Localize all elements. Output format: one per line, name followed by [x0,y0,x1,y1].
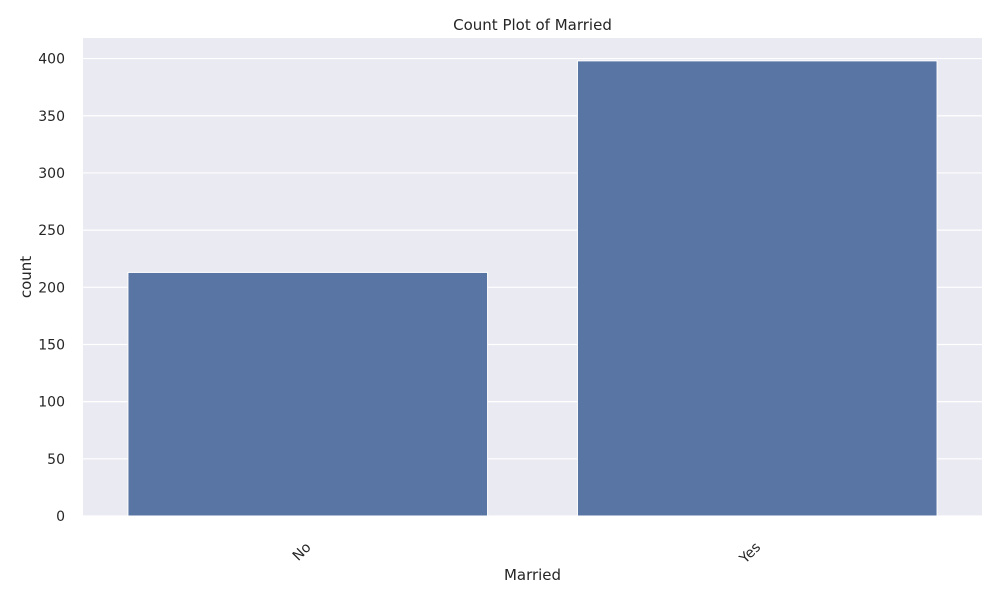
y-tick-label-200: 200 [38,280,65,296]
y-tick-label-350: 350 [38,109,65,125]
y-tick-label-0: 0 [56,509,65,525]
y-tick-label-300: 300 [38,166,65,182]
y-tick-label-250: 250 [38,223,65,239]
y-tick-label-50: 50 [47,452,65,468]
y-tick-label-400: 400 [38,52,65,68]
y-tick-label-150: 150 [38,337,65,353]
y-axis-ticks: 0 50 100 150 200 250 300 350 400 [38,52,65,525]
bars [127,60,938,517]
x-axis-label: Married [504,566,561,584]
bar-no [127,271,489,517]
chart-title: Count Plot of Married [453,16,612,34]
y-tick-label-100: 100 [38,395,65,411]
x-axis-ticks: No Yes [290,540,764,568]
y-axis-label: count [17,256,35,298]
bar-yes [576,60,938,517]
x-tick-label-no: No [290,540,315,565]
x-tick-label-yes: Yes [736,540,764,568]
